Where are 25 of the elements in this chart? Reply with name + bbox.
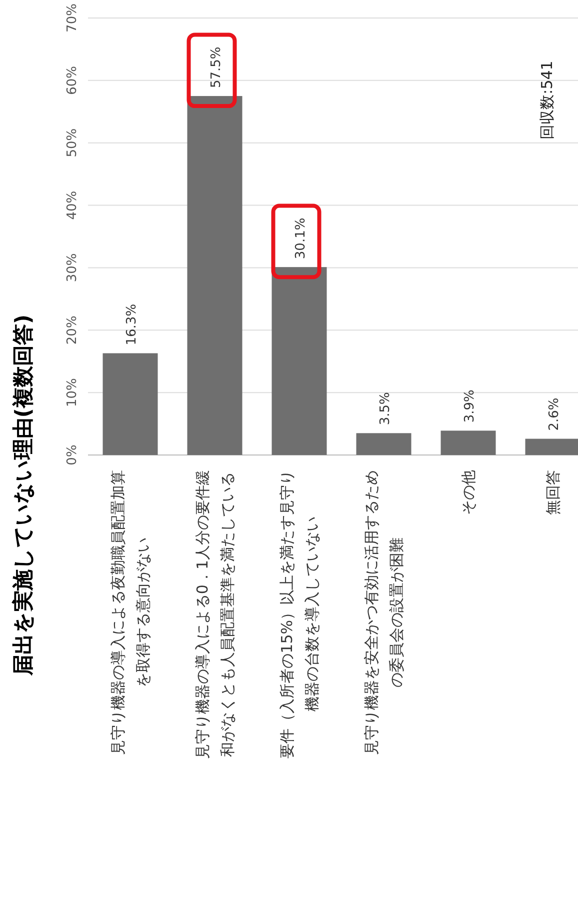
y-tick-label: 20% bbox=[65, 316, 80, 345]
y-tick-label: 10% bbox=[65, 378, 80, 408]
y-tick-label: 40% bbox=[65, 190, 80, 220]
data-label: 2.6% bbox=[546, 398, 562, 431]
bar bbox=[102, 353, 158, 455]
x-tick-label: 要件（入所者の15%）以上を満たす見守り機器の台数を導入していない bbox=[278, 470, 321, 758]
x-tick-label: その他 bbox=[459, 470, 478, 515]
data-label: 16.3% bbox=[124, 304, 140, 346]
bar bbox=[440, 430, 496, 455]
annotation: 回収数:541 bbox=[538, 60, 556, 140]
y-tick-label: 30% bbox=[65, 253, 80, 282]
data-label: 30.1% bbox=[293, 218, 308, 260]
data-label: 3.5% bbox=[378, 392, 393, 426]
x-tick-label: 無回答 bbox=[544, 470, 562, 515]
data-label: 3.9% bbox=[462, 390, 478, 423]
x-tick-label: 見守り機器の導入による0．1人分の要件緩和がなくとも人員配置基準を満たしている bbox=[193, 470, 236, 760]
bar bbox=[356, 433, 412, 455]
y-tick-label: 70% bbox=[65, 4, 80, 32]
y-tick-label: 50% bbox=[65, 128, 80, 158]
data-label: 57.5% bbox=[208, 46, 224, 88]
text: 届出を実施していない理由(複数回答) bbox=[11, 314, 35, 677]
y-tick-label: 60% bbox=[65, 66, 80, 95]
y-tick-label: 0% bbox=[65, 444, 80, 466]
x-tick-label: 見守り機器の導入による夜勤職員配置加算を取得する意向がない bbox=[108, 470, 152, 755]
x-tick-label: 見守り機器を安全かつ有効に活用するための委員会の設置が困難 bbox=[362, 470, 406, 755]
